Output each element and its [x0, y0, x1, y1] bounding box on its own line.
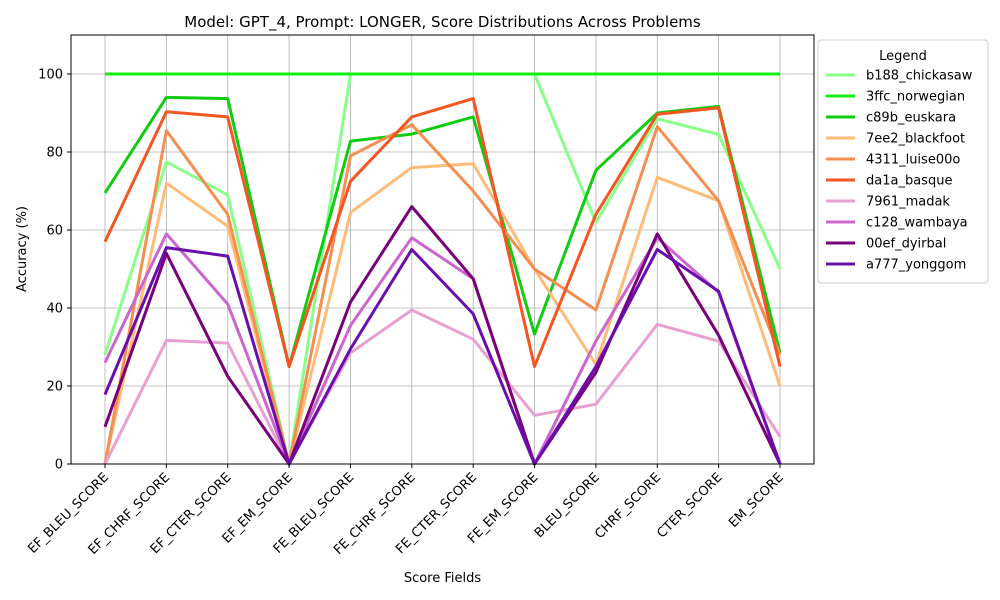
x-axis-label: Score Fields [404, 571, 482, 586]
series-line-7961_madak [103, 308, 782, 466]
y-tick-label: 20 [46, 380, 63, 395]
series-line-a777_yonggom [103, 246, 782, 466]
series-line-da1a_basque [103, 97, 782, 368]
legend: Legend b188_chickasaw 3ffc_norwegian c89b_… [817, 39, 989, 284]
series-lines [103, 72, 782, 466]
series-line-4311_luise00o [103, 123, 782, 466]
legend-title: Legend [879, 49, 927, 64]
series-line-00ef_dyirbal [103, 205, 782, 466]
y-axis-label: Accuracy (%) [15, 206, 30, 292]
plot-frame [70, 34, 815, 465]
y-axis: 0 20 40 60 80 100 [38, 68, 71, 473]
y-tick-label: 80 [46, 146, 63, 161]
y-tick-label: 100 [38, 68, 63, 83]
legend-label: 7961_madak [866, 195, 950, 210]
legend-label: c89b_euskara [866, 111, 956, 126]
y-tick-label: 0 [55, 458, 63, 473]
legend-label: a777_yonggom [866, 258, 966, 273]
legend-label: 3ffc_norwegian [866, 90, 965, 105]
legend-label: b188_chickasaw [866, 69, 973, 84]
legend-label: c128_wambaya [866, 216, 968, 231]
y-tick-label: 60 [46, 224, 63, 239]
legend-label: 4311_luise00o [866, 153, 960, 168]
legend-label: da1a_basque [866, 174, 952, 189]
legend-box [817, 39, 989, 284]
legend-label: 00ef_dyirbal [866, 237, 946, 252]
series-line-c128_wambaya [103, 232, 782, 466]
chart-title: Model: GPT_4, Prompt: LONGER, Score Dist… [184, 13, 701, 32]
legend-label: 7ee2_blackfoot [866, 132, 965, 147]
y-tick-label: 40 [46, 302, 63, 317]
series-line-7ee2_blackfoot [103, 162, 782, 466]
